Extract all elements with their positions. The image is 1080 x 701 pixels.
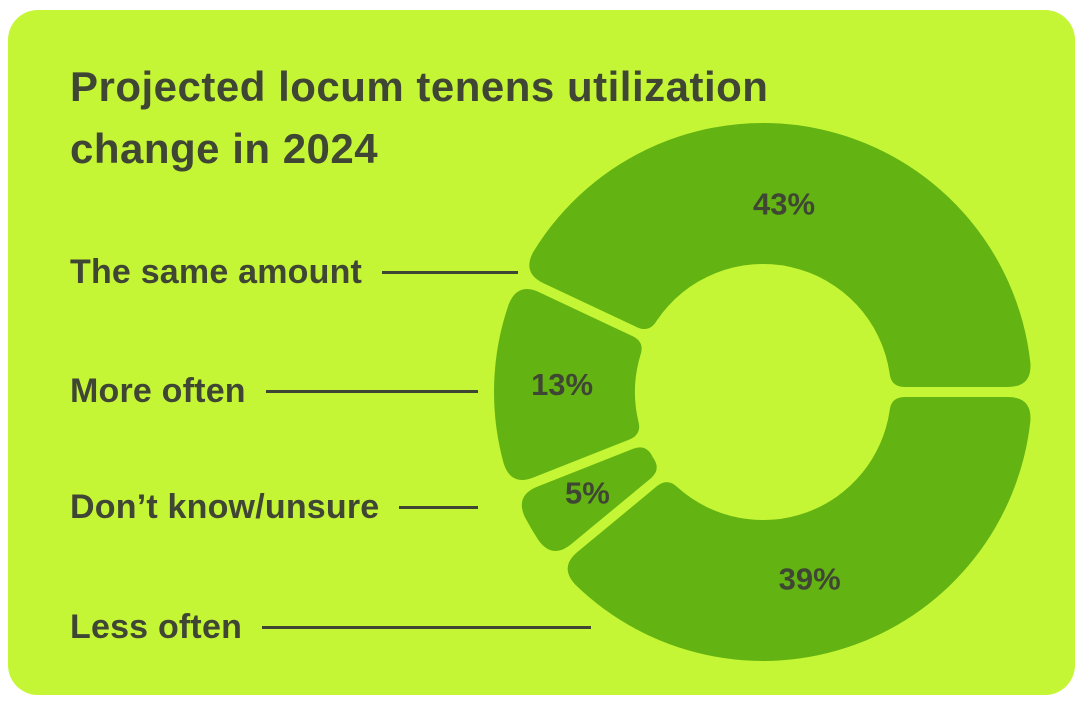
legend-item-less-often: Less often <box>70 607 591 646</box>
leader-line-the-same-amount <box>382 270 518 274</box>
legend-item-the-same-amount: The same amount <box>70 252 518 291</box>
legend-item-dont-know-unsure: Don’t know/unsure <box>70 487 478 526</box>
legend-label-more-often: More often <box>70 371 246 410</box>
legend-label-dont-know-unsure: Don’t know/unsure <box>70 487 380 526</box>
legend-label-less-often: Less often <box>70 607 243 646</box>
page-title-line-1: Projected locum tenens utilization <box>70 63 769 110</box>
value-label-the-same-amount: 43% <box>753 187 815 222</box>
page-title: Projected locum tenens utilization chang… <box>70 56 768 180</box>
value-label-don-t-know-unsure: 5% <box>565 475 610 510</box>
leader-line-less-often <box>262 625 591 629</box>
leader-line-dont-know-unsure <box>399 505 478 509</box>
legend-label-the-same-amount: The same amount <box>70 252 363 291</box>
donut-segment-the-same-amount <box>529 122 1031 387</box>
page-title-line-2: change in 2024 <box>70 125 379 172</box>
value-label-less-often: 39% <box>779 561 841 596</box>
donut-segment-less-often <box>567 397 1031 661</box>
donut-segment-more-often <box>494 288 642 480</box>
donut-segment-don-t-know-unsure <box>521 447 657 552</box>
leader-line-more-often <box>265 389 478 393</box>
value-label-more-often: 13% <box>531 367 593 402</box>
legend-item-more-often: More often <box>70 371 478 410</box>
